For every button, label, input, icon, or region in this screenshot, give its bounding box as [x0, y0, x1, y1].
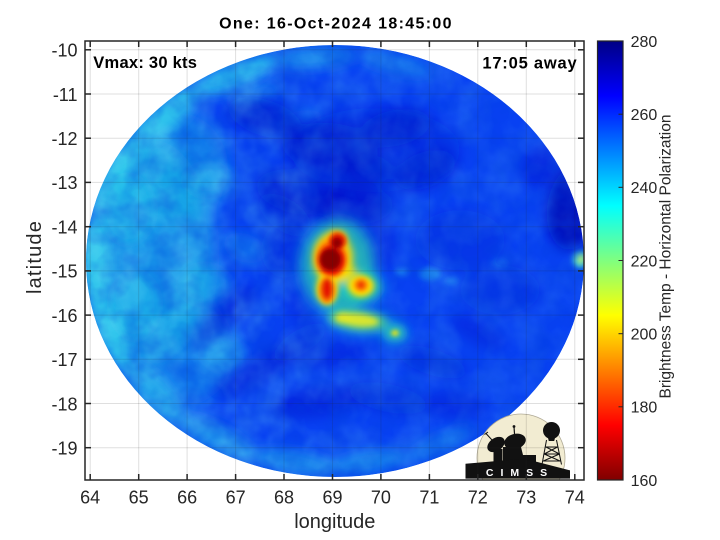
svg-text:160: 160 — [631, 473, 658, 490]
svg-text:longitude: longitude — [294, 511, 375, 533]
svg-text:-11: -11 — [53, 85, 78, 105]
svg-text:latitude: latitude — [24, 220, 46, 294]
svg-text:Brightness Temp - Horizontal P: Brightness Temp - Horizontal Polarizatio… — [658, 114, 675, 398]
svg-text:69: 69 — [322, 488, 342, 508]
svg-text:-15: -15 — [51, 262, 77, 282]
svg-text:-13: -13 — [51, 173, 77, 193]
svg-text:72: 72 — [468, 488, 488, 508]
svg-text:71: 71 — [419, 488, 439, 508]
svg-text:200: 200 — [631, 327, 658, 344]
svg-text:-16: -16 — [51, 306, 77, 326]
svg-text:-12: -12 — [51, 129, 77, 149]
svg-text:70: 70 — [371, 488, 391, 508]
svg-text:-18: -18 — [51, 394, 77, 414]
svg-text:68: 68 — [274, 488, 294, 508]
svg-text:64: 64 — [80, 488, 100, 508]
svg-text:-17: -17 — [51, 350, 77, 370]
svg-text:Vmax: 30 kts: Vmax: 30 kts — [93, 54, 197, 72]
svg-text:CIMSS: CIMSS — [486, 467, 554, 479]
svg-text:-19: -19 — [51, 439, 77, 459]
svg-text:180: 180 — [631, 400, 658, 417]
svg-text:240: 240 — [631, 180, 658, 197]
svg-text:17:05 away: 17:05 away — [482, 54, 577, 72]
svg-text:One: 16-Oct-2024 18:45:00: One: 16-Oct-2024 18:45:00 — [219, 16, 453, 33]
svg-text:-14: -14 — [51, 218, 77, 238]
svg-text:73: 73 — [516, 488, 536, 508]
svg-text:67: 67 — [226, 488, 246, 508]
svg-text:280: 280 — [631, 34, 658, 51]
svg-text:66: 66 — [177, 488, 197, 508]
svg-text:220: 220 — [631, 253, 658, 270]
svg-text:260: 260 — [631, 107, 658, 124]
svg-text:65: 65 — [129, 488, 149, 508]
svg-text:-10: -10 — [51, 41, 77, 61]
svg-text:74: 74 — [565, 488, 585, 508]
